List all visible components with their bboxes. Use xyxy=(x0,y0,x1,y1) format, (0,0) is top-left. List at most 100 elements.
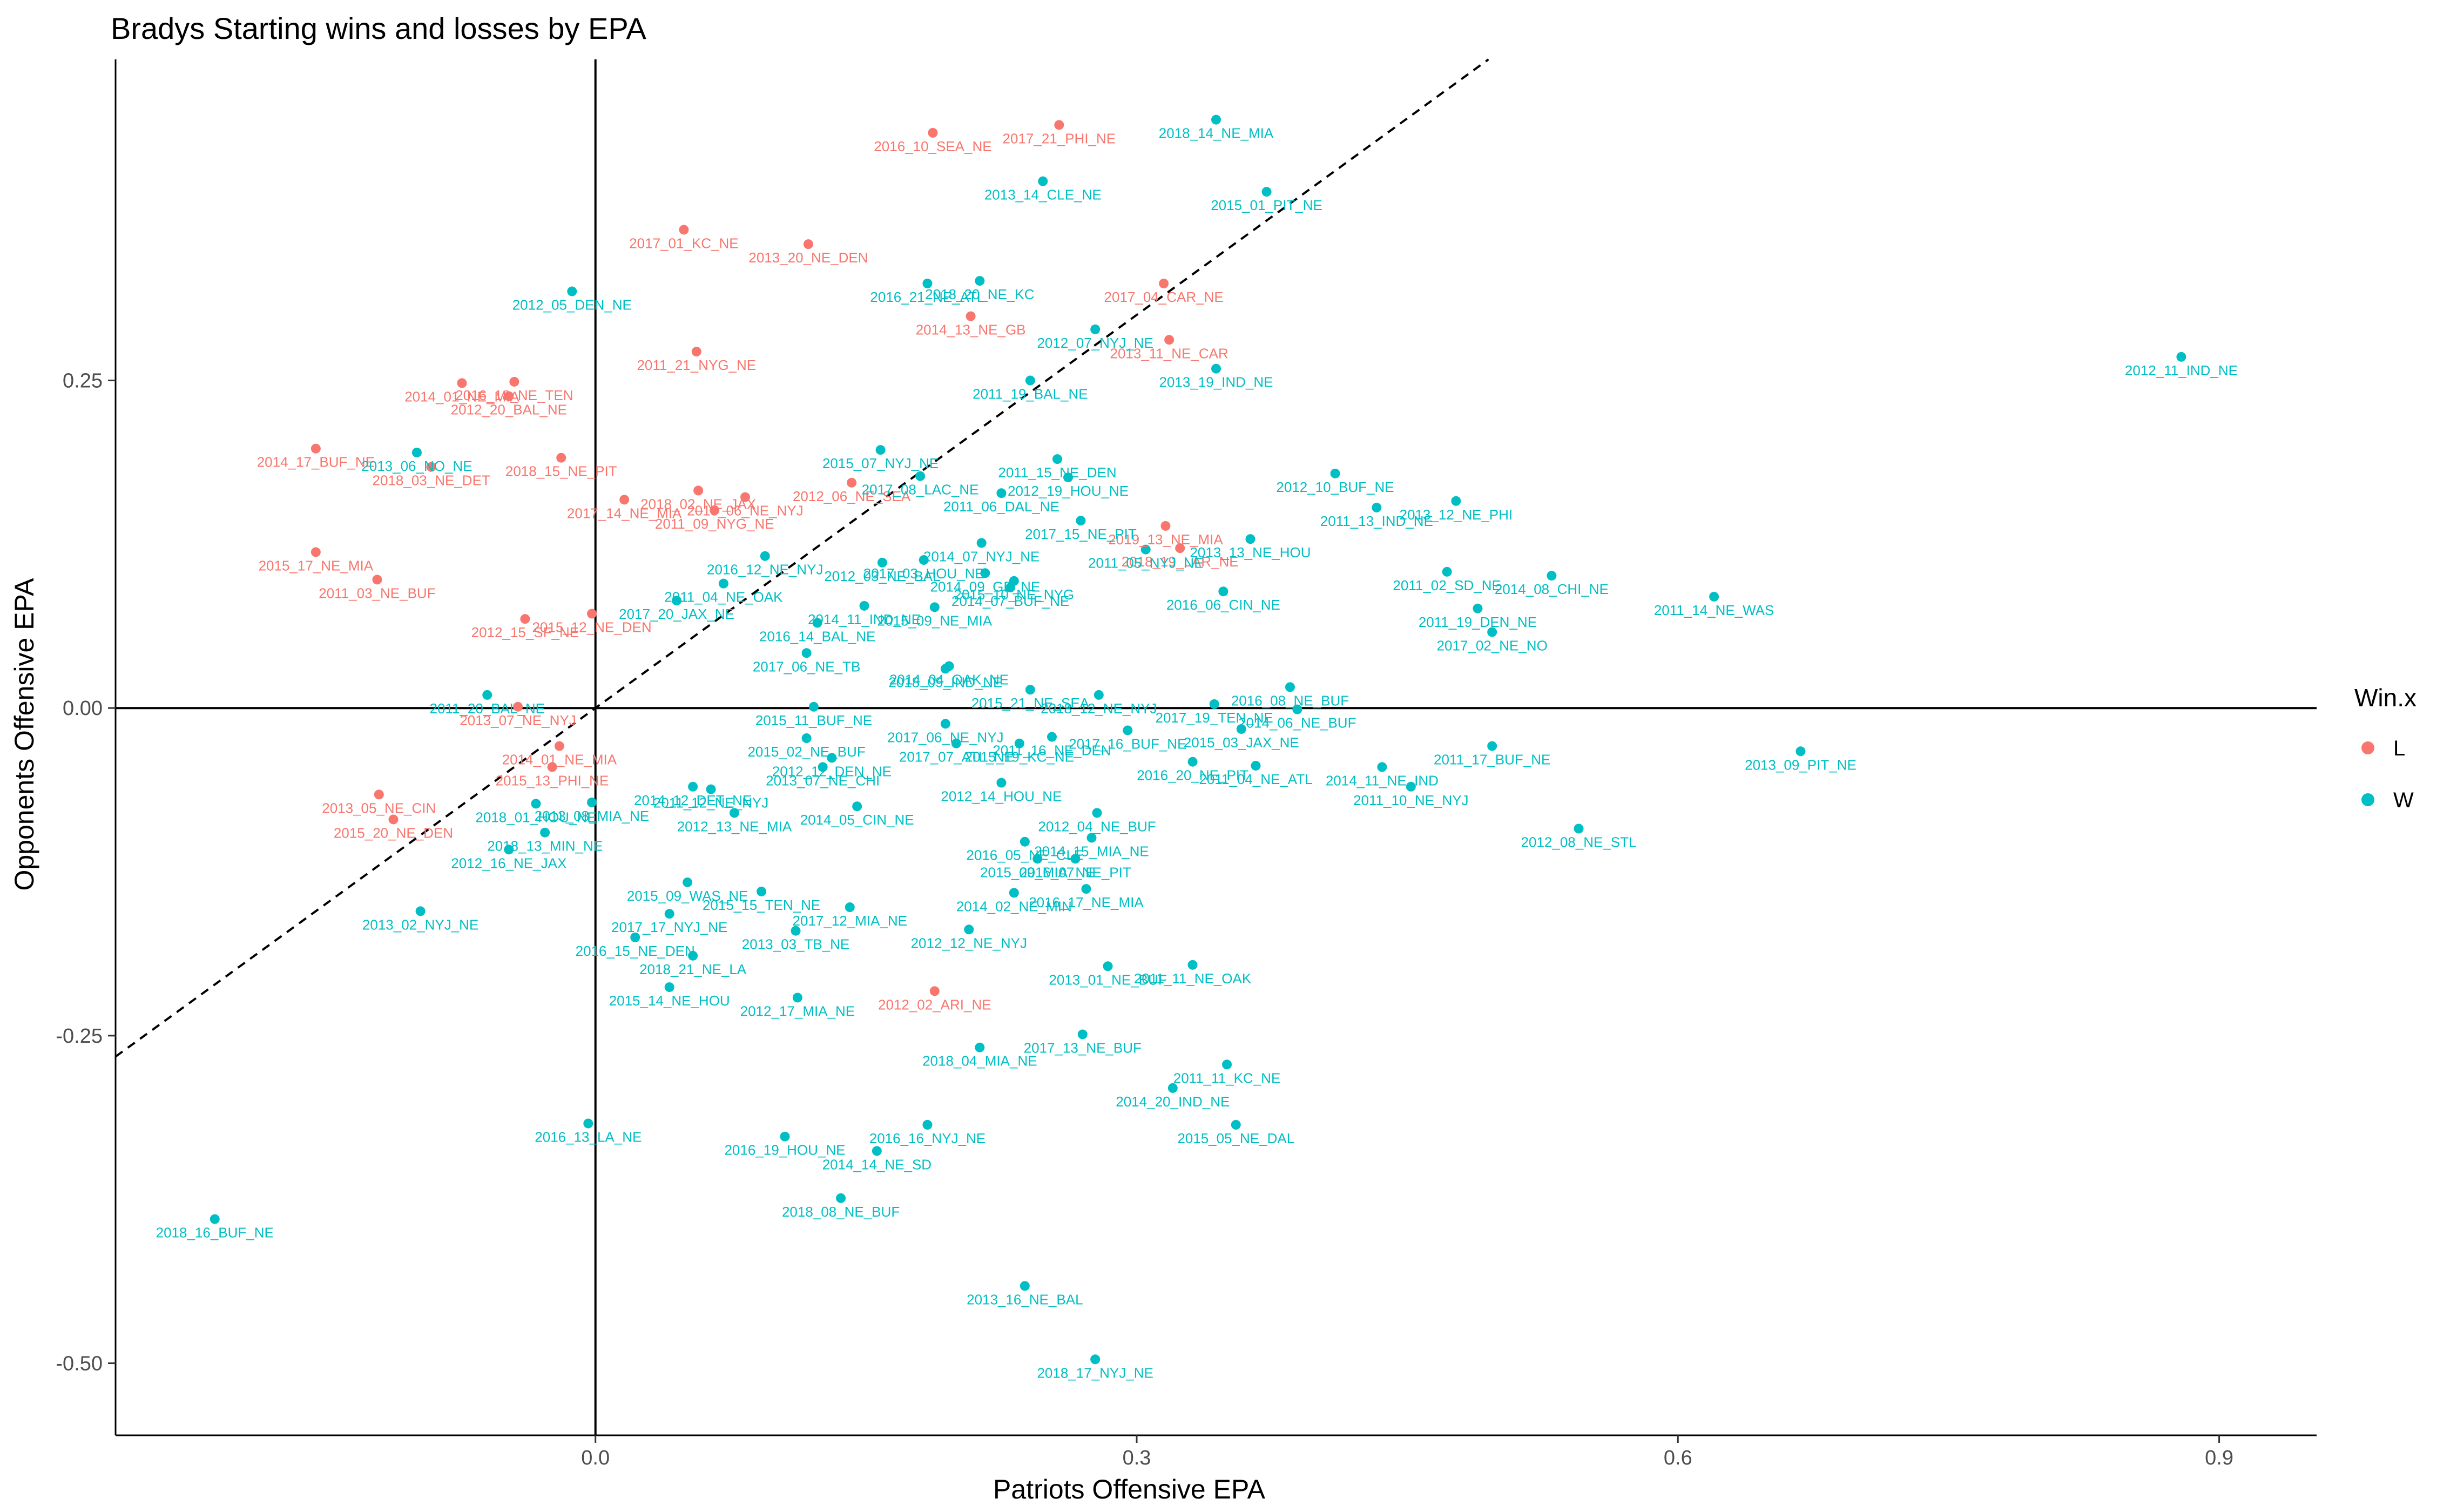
data-point-label: 2012_20_BAL_NE xyxy=(451,402,567,418)
data-point-label: 2015_17_NE_MIA xyxy=(259,557,374,573)
data-point-label: 2012_16_NE_JAX xyxy=(451,855,566,871)
data-point xyxy=(1103,961,1113,971)
data-point-label: 2013_20_NE_DEN xyxy=(748,249,868,266)
legend-key xyxy=(2361,793,2374,806)
data-point-label: 2012_07_NYJ_NE xyxy=(1037,335,1153,351)
data-point-label: 2015_05_NE_DAL xyxy=(1177,1130,1294,1146)
data-point xyxy=(827,753,837,763)
data-point xyxy=(818,762,828,772)
data-point-label: 2011_10_NE_NYJ xyxy=(1353,792,1468,808)
data-point xyxy=(372,575,382,585)
data-point-label: 2017_20_JAX_NE xyxy=(619,606,734,622)
data-point xyxy=(520,614,530,624)
data-point xyxy=(1574,824,1584,834)
data-point-label: 2011_15_NE_DEN xyxy=(998,464,1116,481)
data-point xyxy=(1261,187,1272,197)
data-point xyxy=(944,661,954,671)
data-point-label: 2018_12_NE_NYJ xyxy=(1041,700,1157,717)
data-point xyxy=(1377,762,1387,772)
data-point xyxy=(415,906,426,916)
data-point xyxy=(1209,699,1219,709)
data-point xyxy=(1014,738,1024,748)
data-point-label: 2016_18_NE_TEN xyxy=(455,387,573,403)
data-point xyxy=(1160,521,1171,531)
data-point-label: 2011_19_DEN_NE xyxy=(1419,614,1537,630)
data-point xyxy=(1231,1119,1241,1130)
data-point xyxy=(457,378,467,388)
diagonal-reference-line xyxy=(114,58,1489,1058)
data-point xyxy=(803,239,813,249)
data-point xyxy=(556,453,566,463)
data-point xyxy=(980,568,990,578)
data-point-label: 2017_08_LAC_NE xyxy=(862,482,979,498)
data-point-label: 2011_20_BAL_NE xyxy=(430,700,545,717)
data-point xyxy=(619,495,630,505)
data-point-label: 2011_17_BUF_NE xyxy=(1434,752,1550,768)
data-point xyxy=(1025,685,1035,695)
data-point xyxy=(210,1214,220,1224)
data-point-label: 2012_12_DEN_NE xyxy=(772,763,892,779)
data-point-label: 2016_07_NE_PIT xyxy=(1020,864,1131,880)
data-point-label: 2017_06_NE_TB xyxy=(753,658,860,674)
data-point xyxy=(951,738,961,748)
data-point-label: 2017_04_CAR_NE xyxy=(1104,289,1224,305)
data-point-label: 2012_08_NE_STL xyxy=(1521,834,1637,850)
data-point-label: 2013_07_NE_CHI xyxy=(766,772,880,788)
data-point xyxy=(664,982,674,993)
data-point-label: 2015_10_NE_NYG xyxy=(954,586,1075,603)
x-tick-label: 0.6 xyxy=(1664,1447,1692,1469)
data-point-label: 2017_19_TEN_NE xyxy=(1156,710,1273,726)
data-point-label: 2014_14_NE_SD xyxy=(822,1156,932,1172)
data-point-label: 2015_13_PHI_NE xyxy=(496,772,609,788)
data-point-label: 2014_01_NE_MIA xyxy=(502,752,617,768)
data-point xyxy=(1009,888,1019,898)
data-point xyxy=(567,286,577,296)
data-point xyxy=(1077,1029,1088,1040)
data-point xyxy=(975,1042,985,1052)
data-point-label: 2012_19_HOU_NE xyxy=(1008,483,1129,499)
data-point-label: 2011_11_KC_NE xyxy=(1173,1070,1281,1086)
data-point-label: 2012_03_NE_BAL xyxy=(824,568,940,584)
data-point xyxy=(587,797,597,807)
data-point xyxy=(801,733,812,744)
data-point-label: 2015_21_NE_SEA xyxy=(971,695,1090,711)
y-tick-label: 0.25 xyxy=(63,370,103,393)
data-point xyxy=(964,924,974,935)
data-point xyxy=(1020,836,1030,847)
data-point-label: 2014_06_NE_BUF xyxy=(1238,715,1356,731)
data-point-label: 2017_06_NE_NYJ xyxy=(887,729,1003,745)
data-point-label: 2014_07_NYJ_NE xyxy=(923,548,1040,564)
data-point-label: 2016_16_NYJ_NE xyxy=(869,1130,986,1146)
y-tick-label: -0.50 xyxy=(56,1353,103,1375)
data-point-label: 2014_11_IND_NE xyxy=(808,611,921,627)
data-point xyxy=(1076,516,1086,526)
data-point xyxy=(872,1146,882,1156)
data-point-label: 2014_02_NE_MIN xyxy=(956,898,1072,914)
data-point xyxy=(1052,454,1062,464)
data-point xyxy=(1070,854,1081,864)
data-point-label: 2017_07_ATL_NE xyxy=(899,749,1014,765)
data-point-label: 2018_21_NE_LA xyxy=(639,961,747,977)
data-point xyxy=(940,719,950,729)
data-point xyxy=(1005,582,1016,592)
data-point xyxy=(975,276,985,286)
data-point xyxy=(374,789,384,800)
data-point-label: 2011_05_NYJ_NE xyxy=(1088,555,1203,571)
data-point-label: 2018_01_HOU_NE xyxy=(475,809,596,825)
data-point-label: 2014_17_BUF_NE xyxy=(257,454,375,470)
data-point xyxy=(801,648,812,658)
data-point-label: 2018_13_MIN_NE xyxy=(487,838,603,854)
data-point xyxy=(2176,352,2186,362)
data-point-label: 2011_12_NE_NYJ xyxy=(653,795,768,811)
data-point xyxy=(1406,781,1416,792)
y-tick-label: 0.00 xyxy=(63,697,103,720)
data-point-label: 2017_03_HOU_NE xyxy=(863,565,984,582)
data-point xyxy=(426,462,436,472)
data-point xyxy=(482,690,492,700)
data-point xyxy=(1487,627,1497,637)
data-point-label: 2014_04_OAK_NE xyxy=(889,672,1009,688)
data-point xyxy=(672,596,682,606)
data-point xyxy=(1159,278,1169,288)
data-point-label: 2012_10_BUF_NE xyxy=(1276,479,1394,495)
